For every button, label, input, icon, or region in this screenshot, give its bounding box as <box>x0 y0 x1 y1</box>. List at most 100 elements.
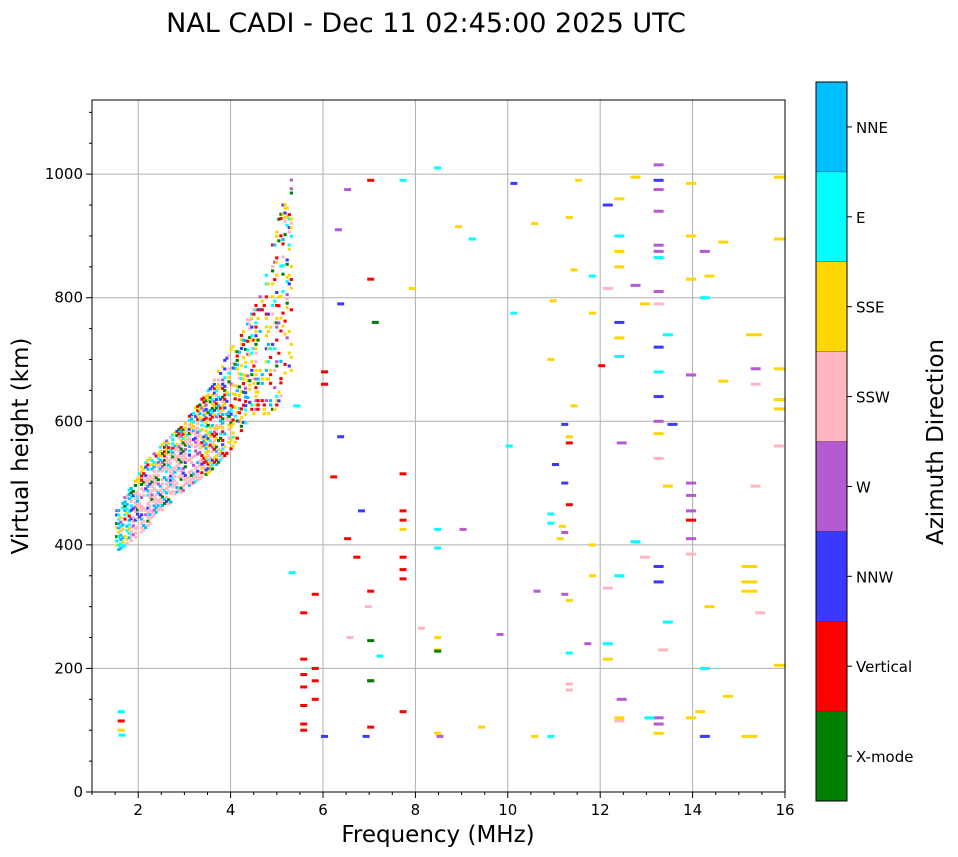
echo-mark <box>287 226 291 230</box>
echo-mark <box>266 412 271 416</box>
echo-mark <box>214 458 219 462</box>
echo-mark <box>248 379 252 383</box>
x-tick-label: 6 <box>318 801 328 819</box>
echo-mark <box>162 441 167 445</box>
echo-mark <box>227 371 231 375</box>
echo-mark <box>254 368 258 372</box>
colorbar-tick-label: E <box>856 209 865 227</box>
echo-mark <box>283 371 287 375</box>
echo-mark <box>187 427 192 431</box>
echo-mark <box>189 478 194 482</box>
echo-mark <box>279 234 283 238</box>
echo-mark <box>243 421 248 425</box>
echo-mark <box>187 419 192 423</box>
echo-mark <box>119 520 123 524</box>
echo-mark <box>187 432 192 436</box>
colorbar-segment <box>816 171 847 262</box>
echo-mark <box>177 458 181 462</box>
echo-mark <box>137 493 142 497</box>
echo-mark <box>152 486 156 490</box>
echo-mark <box>142 524 146 528</box>
echo-mark <box>252 312 256 316</box>
echo-mark <box>135 517 140 521</box>
echo-mark <box>241 330 246 334</box>
echo-mark <box>137 515 142 519</box>
echo-point <box>399 178 407 182</box>
echo-mark <box>185 442 189 446</box>
echo-mark <box>140 517 144 521</box>
echo-mark <box>162 458 167 462</box>
echo-point <box>300 722 308 726</box>
echo-point <box>658 648 669 652</box>
echo-mark <box>285 275 289 279</box>
echo-mark <box>164 469 169 473</box>
echo-mark <box>146 515 150 519</box>
echo-mark <box>239 420 244 424</box>
echo-mark <box>208 396 212 400</box>
echo-mark <box>160 452 165 456</box>
echo-mark <box>275 273 279 277</box>
echo-mark <box>117 543 121 547</box>
echo-mark <box>202 439 206 443</box>
echo-mark <box>156 469 160 473</box>
echo-mark <box>250 334 254 338</box>
echo-mark <box>162 489 167 493</box>
echo-point <box>653 722 664 726</box>
echo-mark <box>156 452 160 456</box>
echo-mark <box>285 258 289 262</box>
echo-mark <box>262 407 266 411</box>
echo-mark <box>183 434 187 438</box>
echo-mark <box>187 436 192 440</box>
echo-point <box>750 382 761 386</box>
echo-point <box>598 364 606 368</box>
echo-mark <box>129 538 133 542</box>
echo-mark <box>229 425 233 429</box>
echo-mark <box>283 207 287 211</box>
y-tick-label: 1000 <box>45 165 83 183</box>
echo-mark <box>243 339 248 343</box>
echo-mark <box>208 409 212 413</box>
echo-mark <box>189 417 194 421</box>
echo-mark <box>258 329 262 333</box>
echo-mark <box>146 463 150 467</box>
echo-point <box>300 685 308 689</box>
echo-mark <box>194 445 198 449</box>
echo-mark <box>169 465 173 469</box>
echo-mark <box>214 393 219 397</box>
echo-mark <box>171 451 175 455</box>
echo-mark <box>206 445 210 449</box>
echo-mark <box>281 255 285 259</box>
echo-mark <box>144 465 148 469</box>
echo-mark <box>241 338 246 342</box>
x-tick-label: 4 <box>226 801 236 819</box>
echo-mark <box>169 483 173 487</box>
echo-mark <box>287 217 291 221</box>
echo-mark <box>148 456 152 460</box>
echo-point <box>750 484 761 488</box>
chart-title: NAL CADI - Dec 11 02:45:00 2025 UTC <box>166 8 686 39</box>
echo-mark <box>241 403 246 407</box>
echo-mark <box>140 470 144 474</box>
echo-point <box>565 688 573 692</box>
echo-mark <box>192 455 196 459</box>
echo-mark <box>239 416 244 420</box>
echo-mark <box>164 465 169 469</box>
echo-mark <box>221 451 225 455</box>
echo-mark <box>158 467 162 471</box>
echo-mark <box>256 399 260 403</box>
echo-point <box>685 373 696 377</box>
echo-mark <box>221 365 225 369</box>
echo-mark <box>175 447 179 451</box>
echo-mark <box>177 462 181 466</box>
echo-mark <box>179 430 183 434</box>
echo-mark <box>216 413 221 417</box>
echo-mark <box>119 546 123 550</box>
echo-mark <box>275 234 279 238</box>
echo-mark <box>148 513 152 517</box>
echo-mark <box>212 378 217 382</box>
echo-mark <box>142 506 146 510</box>
echo-mark <box>198 476 202 480</box>
echo-point <box>639 302 650 306</box>
echo-mark <box>150 489 154 493</box>
echo-mark <box>183 482 187 486</box>
